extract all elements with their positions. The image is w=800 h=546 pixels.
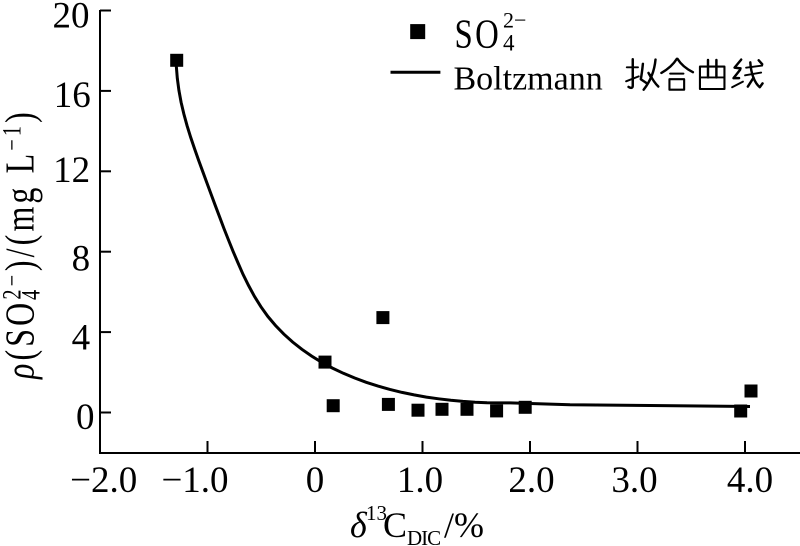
svg-text:SO: SO xyxy=(455,12,502,57)
svg-text:1.0: 1.0 xyxy=(397,460,443,501)
svg-text:0: 0 xyxy=(306,460,325,501)
svg-text:2.0: 2.0 xyxy=(508,460,554,501)
svg-text:C: C xyxy=(383,505,407,545)
svg-text:13: 13 xyxy=(366,501,387,525)
svg-text:δ: δ xyxy=(350,505,368,545)
svg-text:4: 4 xyxy=(503,31,515,56)
svg-text:2−: 2− xyxy=(503,8,526,33)
svg-text:ρ(SO2−4)/(mg L−1): ρ(SO2−4)/(mg L−1) xyxy=(0,109,46,380)
svg-text:4.0: 4.0 xyxy=(727,460,773,501)
svg-text:20: 20 xyxy=(53,0,90,36)
svg-text:8: 8 xyxy=(72,239,91,280)
svg-text:DIC: DIC xyxy=(407,526,440,546)
svg-text:16: 16 xyxy=(54,75,91,116)
svg-text:3.0: 3.0 xyxy=(611,460,657,501)
svg-text:4: 4 xyxy=(72,318,91,359)
svg-text:12: 12 xyxy=(53,150,90,191)
svg-text:−2.0: −2.0 xyxy=(70,460,137,501)
svg-text:0: 0 xyxy=(76,397,95,438)
svg-text:/%: /% xyxy=(444,505,484,545)
svg-text:−1.0: −1.0 xyxy=(161,460,228,501)
svg-text:Boltzmann: Boltzmann xyxy=(454,61,603,98)
